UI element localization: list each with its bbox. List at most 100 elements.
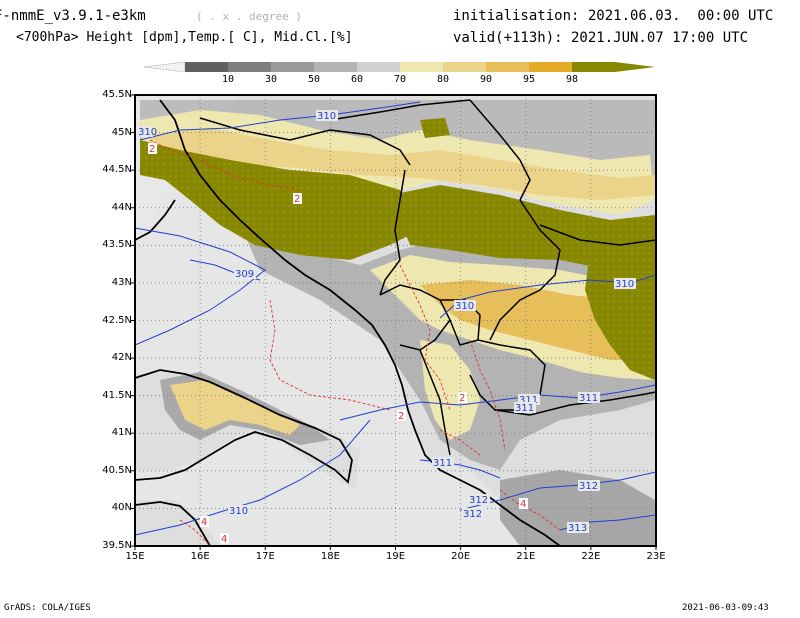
lon-label: 18E bbox=[320, 551, 340, 562]
init-time: initialisation: 2021.06.03. 00:00 UTC bbox=[453, 8, 774, 24]
colorbar-label: 10 bbox=[221, 74, 235, 85]
height-labels: 310 310 309 310 310 311 311 311 311 312 … bbox=[137, 110, 636, 534]
border-montenegro bbox=[379, 284, 451, 351]
height-label: 312 bbox=[579, 481, 598, 492]
cloud-olive-bosnia bbox=[140, 140, 420, 260]
height-label: 310 bbox=[229, 506, 248, 517]
colorbar-label: 60 bbox=[350, 74, 364, 85]
lon-label: 15E bbox=[125, 551, 145, 562]
coast-calabria bbox=[135, 501, 211, 546]
cloud-yellow-albania bbox=[420, 340, 480, 440]
lat-label: 42.5N bbox=[102, 314, 132, 326]
colorbar-high-arrow bbox=[615, 62, 655, 72]
valid-time: valid(+113h): 2021.JUN.07 17:00 UTC bbox=[453, 30, 749, 46]
lat-label: 45N bbox=[111, 126, 132, 138]
height-contours bbox=[135, 101, 656, 536]
height-label: 309 bbox=[235, 269, 254, 280]
height-label: 310 bbox=[138, 127, 157, 138]
temp-contour-4c bbox=[439, 429, 481, 456]
cloud-olive-bulgaria bbox=[585, 250, 655, 380]
temp-contour-2d bbox=[469, 339, 506, 451]
map-area: 310 310 309 310 310 311 311 311 311 312 … bbox=[135, 95, 656, 546]
lat-label: 42N bbox=[111, 352, 132, 364]
colorbar bbox=[143, 61, 655, 73]
height-label: 311 bbox=[579, 393, 598, 404]
colorbar-label: 50 bbox=[307, 74, 321, 85]
border-bulgaria-romania bbox=[539, 224, 656, 246]
height-label: 312 bbox=[463, 509, 482, 520]
height-label: 311 bbox=[519, 395, 538, 406]
temp-contour-4a bbox=[179, 519, 211, 546]
border-bosnia-serbia bbox=[379, 169, 406, 296]
land-calabria bbox=[135, 500, 220, 546]
temp-contour-2b bbox=[269, 299, 391, 411]
lat-label: 40N bbox=[111, 502, 132, 514]
height-label: 310 bbox=[615, 279, 634, 290]
colorbar-box bbox=[572, 62, 615, 72]
footer-timestamp: 2021-06-03-09:43 bbox=[682, 603, 769, 613]
colorbar-box bbox=[400, 62, 443, 72]
lat-label: 44N bbox=[111, 201, 132, 213]
lat-label: 40.5N bbox=[102, 464, 132, 476]
colorbar-low-arrow bbox=[143, 61, 186, 73]
height-label: 311 bbox=[515, 403, 534, 414]
colorbar-box bbox=[314, 62, 357, 72]
height-contour-310a bbox=[139, 101, 421, 141]
temp-label: 2 bbox=[294, 194, 300, 205]
height-contour-310b bbox=[135, 227, 266, 346]
temp-label: 2 bbox=[459, 393, 465, 404]
height-label: 313 bbox=[568, 523, 587, 534]
model-title: F-nmmE_v3.9.1-e3km bbox=[0, 8, 146, 24]
colorbar-box bbox=[185, 62, 228, 72]
height-contour-311 bbox=[339, 384, 656, 421]
height-label: 310 bbox=[317, 111, 336, 122]
coastlines bbox=[135, 99, 561, 546]
temp-label: 2 bbox=[398, 411, 404, 422]
colorbar-box bbox=[486, 62, 529, 72]
axis-ticks bbox=[131, 94, 657, 550]
lon-label: 16E bbox=[190, 551, 210, 562]
cloud-olive-serbia bbox=[390, 185, 655, 270]
lat-label: 41.5N bbox=[102, 389, 132, 401]
temp-label: 4 bbox=[201, 517, 207, 528]
cloud-olive-small bbox=[420, 118, 450, 138]
colorbar-box bbox=[357, 62, 400, 72]
border-croatia-bosnia bbox=[199, 117, 411, 166]
colorbar-box bbox=[529, 62, 572, 72]
colorbar-label: 90 bbox=[479, 74, 493, 85]
temp-contour-4b bbox=[499, 489, 561, 531]
temperature-labels: 2 2 2 2 4 4 4 bbox=[148, 143, 528, 545]
grid-info: ( . x . degree ) bbox=[196, 10, 302, 23]
temp-contour-2c bbox=[399, 264, 451, 411]
colorbar-label: 80 bbox=[436, 74, 450, 85]
gridlines bbox=[135, 95, 656, 546]
cloud-gray-south bbox=[500, 470, 655, 546]
lat-label: 43N bbox=[111, 276, 132, 288]
cloud-yellow-italy bbox=[170, 380, 300, 435]
coast-gargano bbox=[135, 369, 353, 484]
colorbar-label: 95 bbox=[522, 74, 536, 85]
height-contour-south bbox=[135, 419, 371, 536]
colorbar-label: 70 bbox=[393, 74, 407, 85]
temperature-contours bbox=[149, 139, 561, 546]
temp-contour-2a bbox=[149, 139, 301, 191]
colorbar-label: 98 bbox=[565, 74, 579, 85]
fields-title: <700hPa> Height [dpm],Temp.[ C], Mid.Cl.… bbox=[16, 30, 353, 45]
coast-italy-east bbox=[135, 199, 176, 241]
lon-label: 20E bbox=[451, 551, 471, 562]
lat-label: 43.5N bbox=[102, 239, 132, 251]
height-label: 310 bbox=[455, 301, 474, 312]
colorbar-label: 30 bbox=[264, 74, 278, 85]
lon-label: 22E bbox=[581, 551, 601, 562]
lon-label: 19E bbox=[385, 551, 406, 562]
lat-label: 39.5N bbox=[102, 540, 132, 551]
footer-credit: GrADS: COLA/IGES bbox=[4, 603, 91, 613]
lon-label: 21E bbox=[516, 551, 536, 562]
height-label: 311 bbox=[433, 458, 452, 469]
height-label: 312 bbox=[469, 495, 488, 506]
height-contour-312 bbox=[459, 471, 656, 511]
border-serbia-bulgaria bbox=[489, 199, 561, 341]
border-hungary bbox=[329, 99, 471, 121]
temp-label: 2 bbox=[149, 144, 155, 155]
colorbar-box bbox=[228, 62, 271, 72]
